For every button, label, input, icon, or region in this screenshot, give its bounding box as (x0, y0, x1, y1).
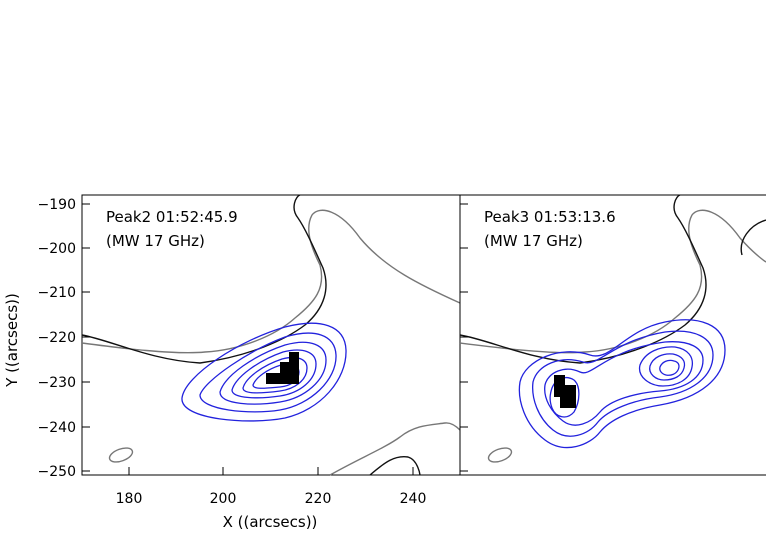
y-tick-label: −230 (38, 375, 76, 391)
x-axis: 180 200 220 240 X ((arcsecs)) (116, 467, 427, 531)
y-axis: −190 −200 −210 −220 −230 −240 −250 Y ((a… (3, 197, 90, 480)
mw-contours (518, 319, 726, 449)
panel-subtitle: (MW 17 GHz) (106, 232, 205, 250)
x-tick-label: 200 (210, 491, 237, 507)
mw-peak-marker (266, 352, 299, 384)
y-axis-label: Y ((arcsecs)) (3, 293, 21, 388)
y-tick-label: −200 (38, 241, 76, 257)
mw-contours (181, 322, 347, 422)
x-tick-label: 180 (116, 491, 143, 507)
y-tick-label: −190 (38, 197, 76, 213)
gray-contours (459, 209, 766, 463)
y-tick-label: −240 (38, 420, 76, 436)
gray-contours (81, 209, 461, 476)
panel-title: Peak2 01:52:45.9 (106, 208, 238, 226)
dark-contours (459, 194, 766, 364)
panel-title: Peak3 01:53:13.6 (484, 208, 616, 226)
panel-peak2: Peak2 01:52:45.9 (MW 17 GHz) (81, 194, 461, 476)
y-ticks-right-panel (460, 203, 468, 472)
x-tick-label: 240 (400, 491, 427, 507)
y-tick-label: −210 (38, 285, 76, 301)
panel-peak3: Peak3 01:53:13.6 (MW 17 GHz) (459, 194, 766, 476)
panel-subtitle: (MW 17 GHz) (484, 232, 583, 250)
dark-contours (81, 194, 421, 476)
y-tick-label: −220 (38, 330, 76, 346)
mw-peak-marker (554, 375, 576, 408)
x-tick-label: 220 (305, 491, 332, 507)
y-tick-label: −250 (38, 464, 76, 480)
x-axis-label: X ((arcsecs)) (223, 513, 318, 531)
